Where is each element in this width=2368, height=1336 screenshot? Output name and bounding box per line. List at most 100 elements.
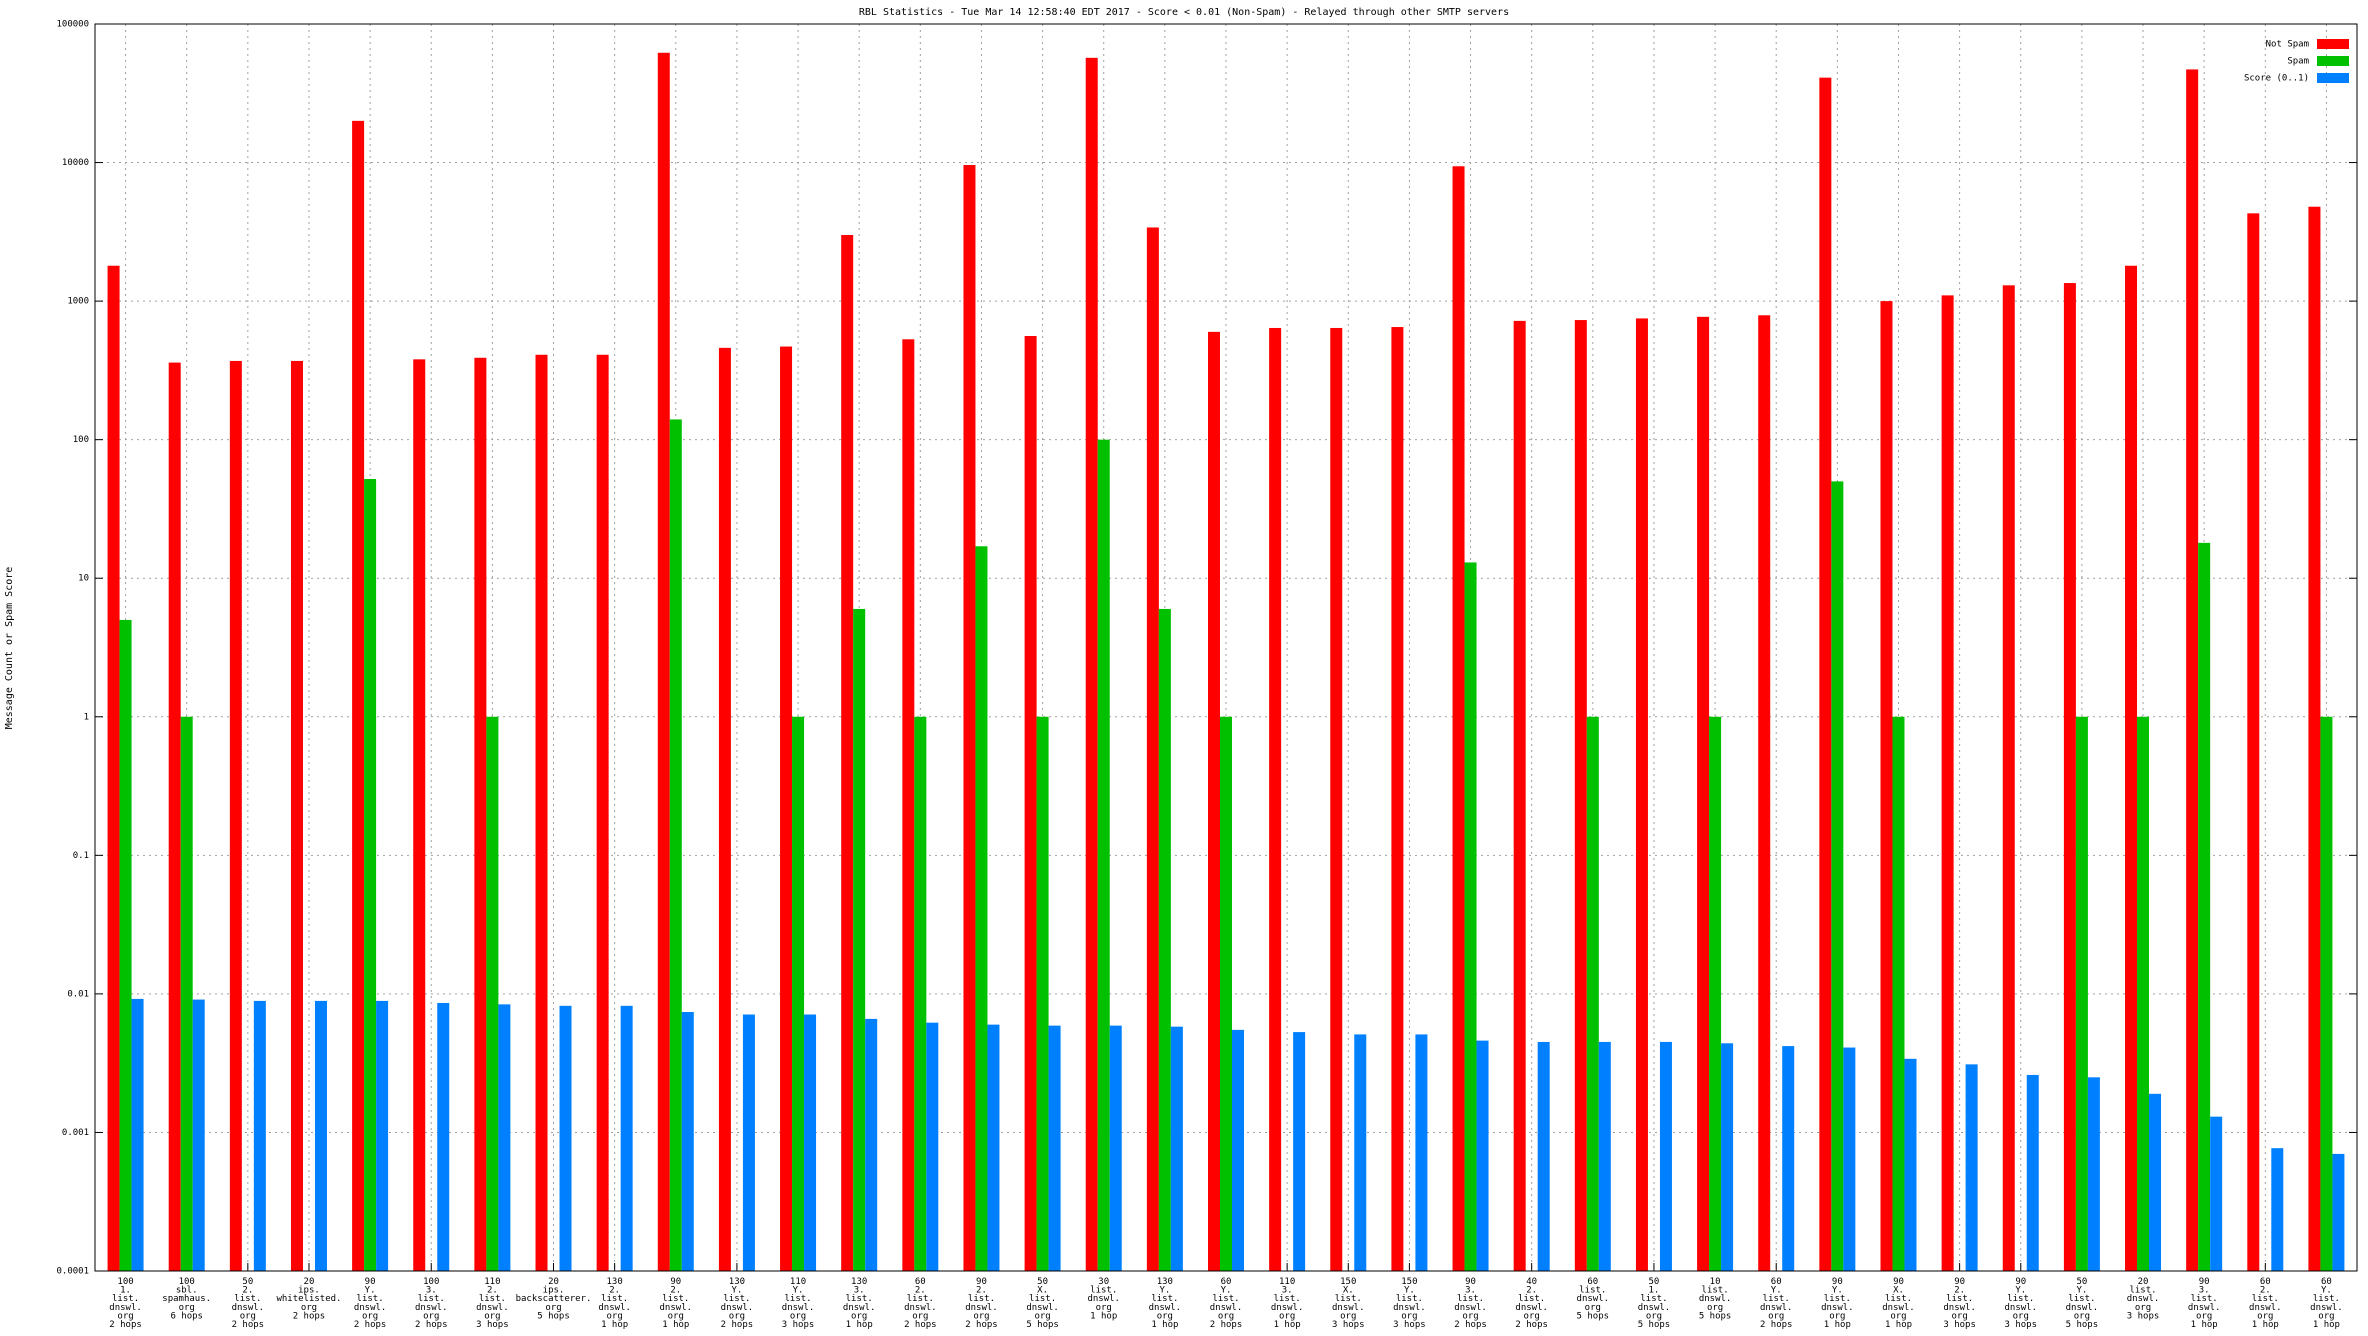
bar [987, 1024, 1000, 1271]
x-tick-label-line: ips. [543, 1285, 565, 1295]
x-tick-label: 60 Y. list. dnswl. org 1 hop [2310, 1277, 2343, 1330]
x-tick-label: 90 2. list. dnswl. org 2 hops [965, 1277, 998, 1330]
x-tick-label-line: 3 hops [476, 1320, 509, 1330]
x-tick-label-line: 2. [976, 1285, 987, 1295]
x-tick-label: 50 Y. list. dnswl. org 5 hops [2066, 1277, 2099, 1330]
x-tick-label-line: list. [1946, 1294, 1973, 1304]
bar [107, 265, 120, 1271]
bar [657, 52, 670, 1272]
x-tick-label-line: 2 hops [1760, 1320, 1793, 1330]
bar [1758, 315, 1771, 1272]
x-tick-label-line: 150 [1340, 1277, 1356, 1287]
x-tick-label: 40 2. list. dnswl. org 2 hops [1515, 1277, 1548, 1330]
x-tick-label-line: list. [2252, 1294, 2279, 1304]
bar [2087, 1077, 2100, 1271]
x-tick-label-line: 50 [2076, 1277, 2087, 1287]
bar [2026, 1074, 2039, 1271]
legend-swatch [2317, 73, 2349, 83]
x-tick-label-line: org [1646, 1311, 1662, 1321]
x-tick-label-line: Y. [1832, 1285, 1843, 1295]
x-tick-label: 110 Y. list. dnswl. org 3 hops [782, 1277, 815, 1330]
x-tick-label-line: 1 hop [1824, 1320, 1851, 1330]
x-tick-label-line: dnswl. [476, 1302, 509, 1312]
x-tick-label-line: 110 [484, 1277, 500, 1287]
bar [1170, 1026, 1183, 1271]
x-tick-label: 90 3. list. dnswl. org 2 hops [1454, 1277, 1487, 1330]
y-tick-label: 0.01 [67, 989, 89, 999]
x-tick-label-line: 130 [1157, 1277, 1173, 1287]
x-tick-label-line: X. [1037, 1285, 1048, 1295]
bar [1208, 331, 1220, 1271]
bar [2271, 1148, 2284, 1271]
bar [1476, 1040, 1489, 1271]
x-tick-label-line: dnswl. [354, 1302, 387, 1312]
x-tick-label-line: 2. [2260, 1285, 2271, 1295]
x-tick-label-line: 3 hops [1393, 1320, 1426, 1330]
x-tick-label-line: 1 hop [1151, 1320, 1178, 1330]
x-tick-label-line: list. [418, 1294, 445, 1304]
x-tick-label-line: list. [234, 1294, 261, 1304]
bar [963, 165, 976, 1272]
x-tick-label-line: list. [785, 1294, 812, 1304]
x-tick-label-line: dnswl. [1638, 1302, 1671, 1312]
x-tick-label-line: dnswl. [1882, 1302, 1915, 1312]
bar [2332, 1153, 2345, 1271]
bar [1232, 1029, 1244, 1271]
x-tick-label-line: 1. [1649, 1285, 1660, 1295]
bar [180, 716, 193, 1271]
x-tick-label-line: 2 hops [721, 1320, 754, 1330]
x-tick-label-line: list. [968, 1294, 995, 1304]
bar [975, 546, 988, 1271]
bar [1697, 316, 1710, 1271]
bar [2186, 69, 2199, 1272]
x-tick-label-line: Y. [1159, 1285, 1170, 1295]
bar [742, 1014, 755, 1271]
x-tick-label-line: 2 hops [1454, 1320, 1487, 1330]
bar [2125, 265, 2138, 1271]
x-tick-label-line: 2. [1954, 1285, 1965, 1295]
x-tick-label-line: Y. [365, 1285, 376, 1295]
x-tick-label-line: 1 hop [1274, 1320, 1301, 1330]
x-tick-label-line: dnswl. [782, 1302, 815, 1312]
bar [498, 1004, 511, 1271]
x-tick-label-line: 1 hop [846, 1320, 873, 1330]
x-tick-label-line: 3. [854, 1285, 865, 1295]
x-tick-label-line: 5 hops [1577, 1311, 1610, 1321]
bar [474, 357, 487, 1272]
x-tick-label-line: list. [601, 1294, 628, 1304]
bar [1892, 716, 1905, 1271]
x-tick-label-line: list. [112, 1294, 139, 1304]
x-tick-label-line: 130 [729, 1277, 745, 1287]
x-tick-label-line: list. [1457, 1294, 1484, 1304]
x-tick-label-line: 5 hops [2066, 1320, 2099, 1330]
x-tick-label-line: 20 [304, 1277, 315, 1287]
x-tick-label-line: 2. [487, 1285, 498, 1295]
x-tick-label-line: dnswl. [1515, 1302, 1548, 1312]
x-tick-label: 50 1. list. dnswl. org 5 hops [1638, 1277, 1671, 1330]
x-tick-label-line: org [1768, 1311, 1784, 1321]
x-tick-label-line: 1 hop [601, 1320, 628, 1330]
bar [131, 998, 144, 1271]
x-tick-label-line: 3 hops [2004, 1320, 2037, 1330]
x-tick-label-line: 1 hop [2191, 1320, 2218, 1330]
x-tick-label-line: 110 [1279, 1277, 1295, 1287]
x-tick-label: 20 ips. whitelisted. org 2 hops [276, 1277, 341, 1321]
x-tick-label: 60 Y. list. dnswl. org 2 hops [1760, 1277, 1793, 1330]
bar [2063, 283, 2076, 1272]
x-tick-label-line: 2. [670, 1285, 681, 1295]
y-tick-label: 10000 [62, 158, 89, 168]
x-tick-label-line: list. [1151, 1294, 1178, 1304]
bar [841, 235, 854, 1272]
x-tick-label-line: 90 [1954, 1277, 1965, 1287]
x-tick-label-line: org [1890, 1311, 1906, 1321]
x-tick-label-line: org [790, 1311, 806, 1321]
bar [1574, 320, 1587, 1272]
x-tick-label-line: list. [2129, 1285, 2156, 1295]
x-tick-label-line: 90 [1893, 1277, 1904, 1287]
legend-swatch [2317, 56, 2349, 66]
x-tick-label-line: dnswl. [232, 1302, 265, 1312]
x-tick-label-line: 50 [1649, 1277, 1660, 1287]
bar [2198, 542, 2211, 1271]
x-tick-label-line: list. [662, 1294, 689, 1304]
